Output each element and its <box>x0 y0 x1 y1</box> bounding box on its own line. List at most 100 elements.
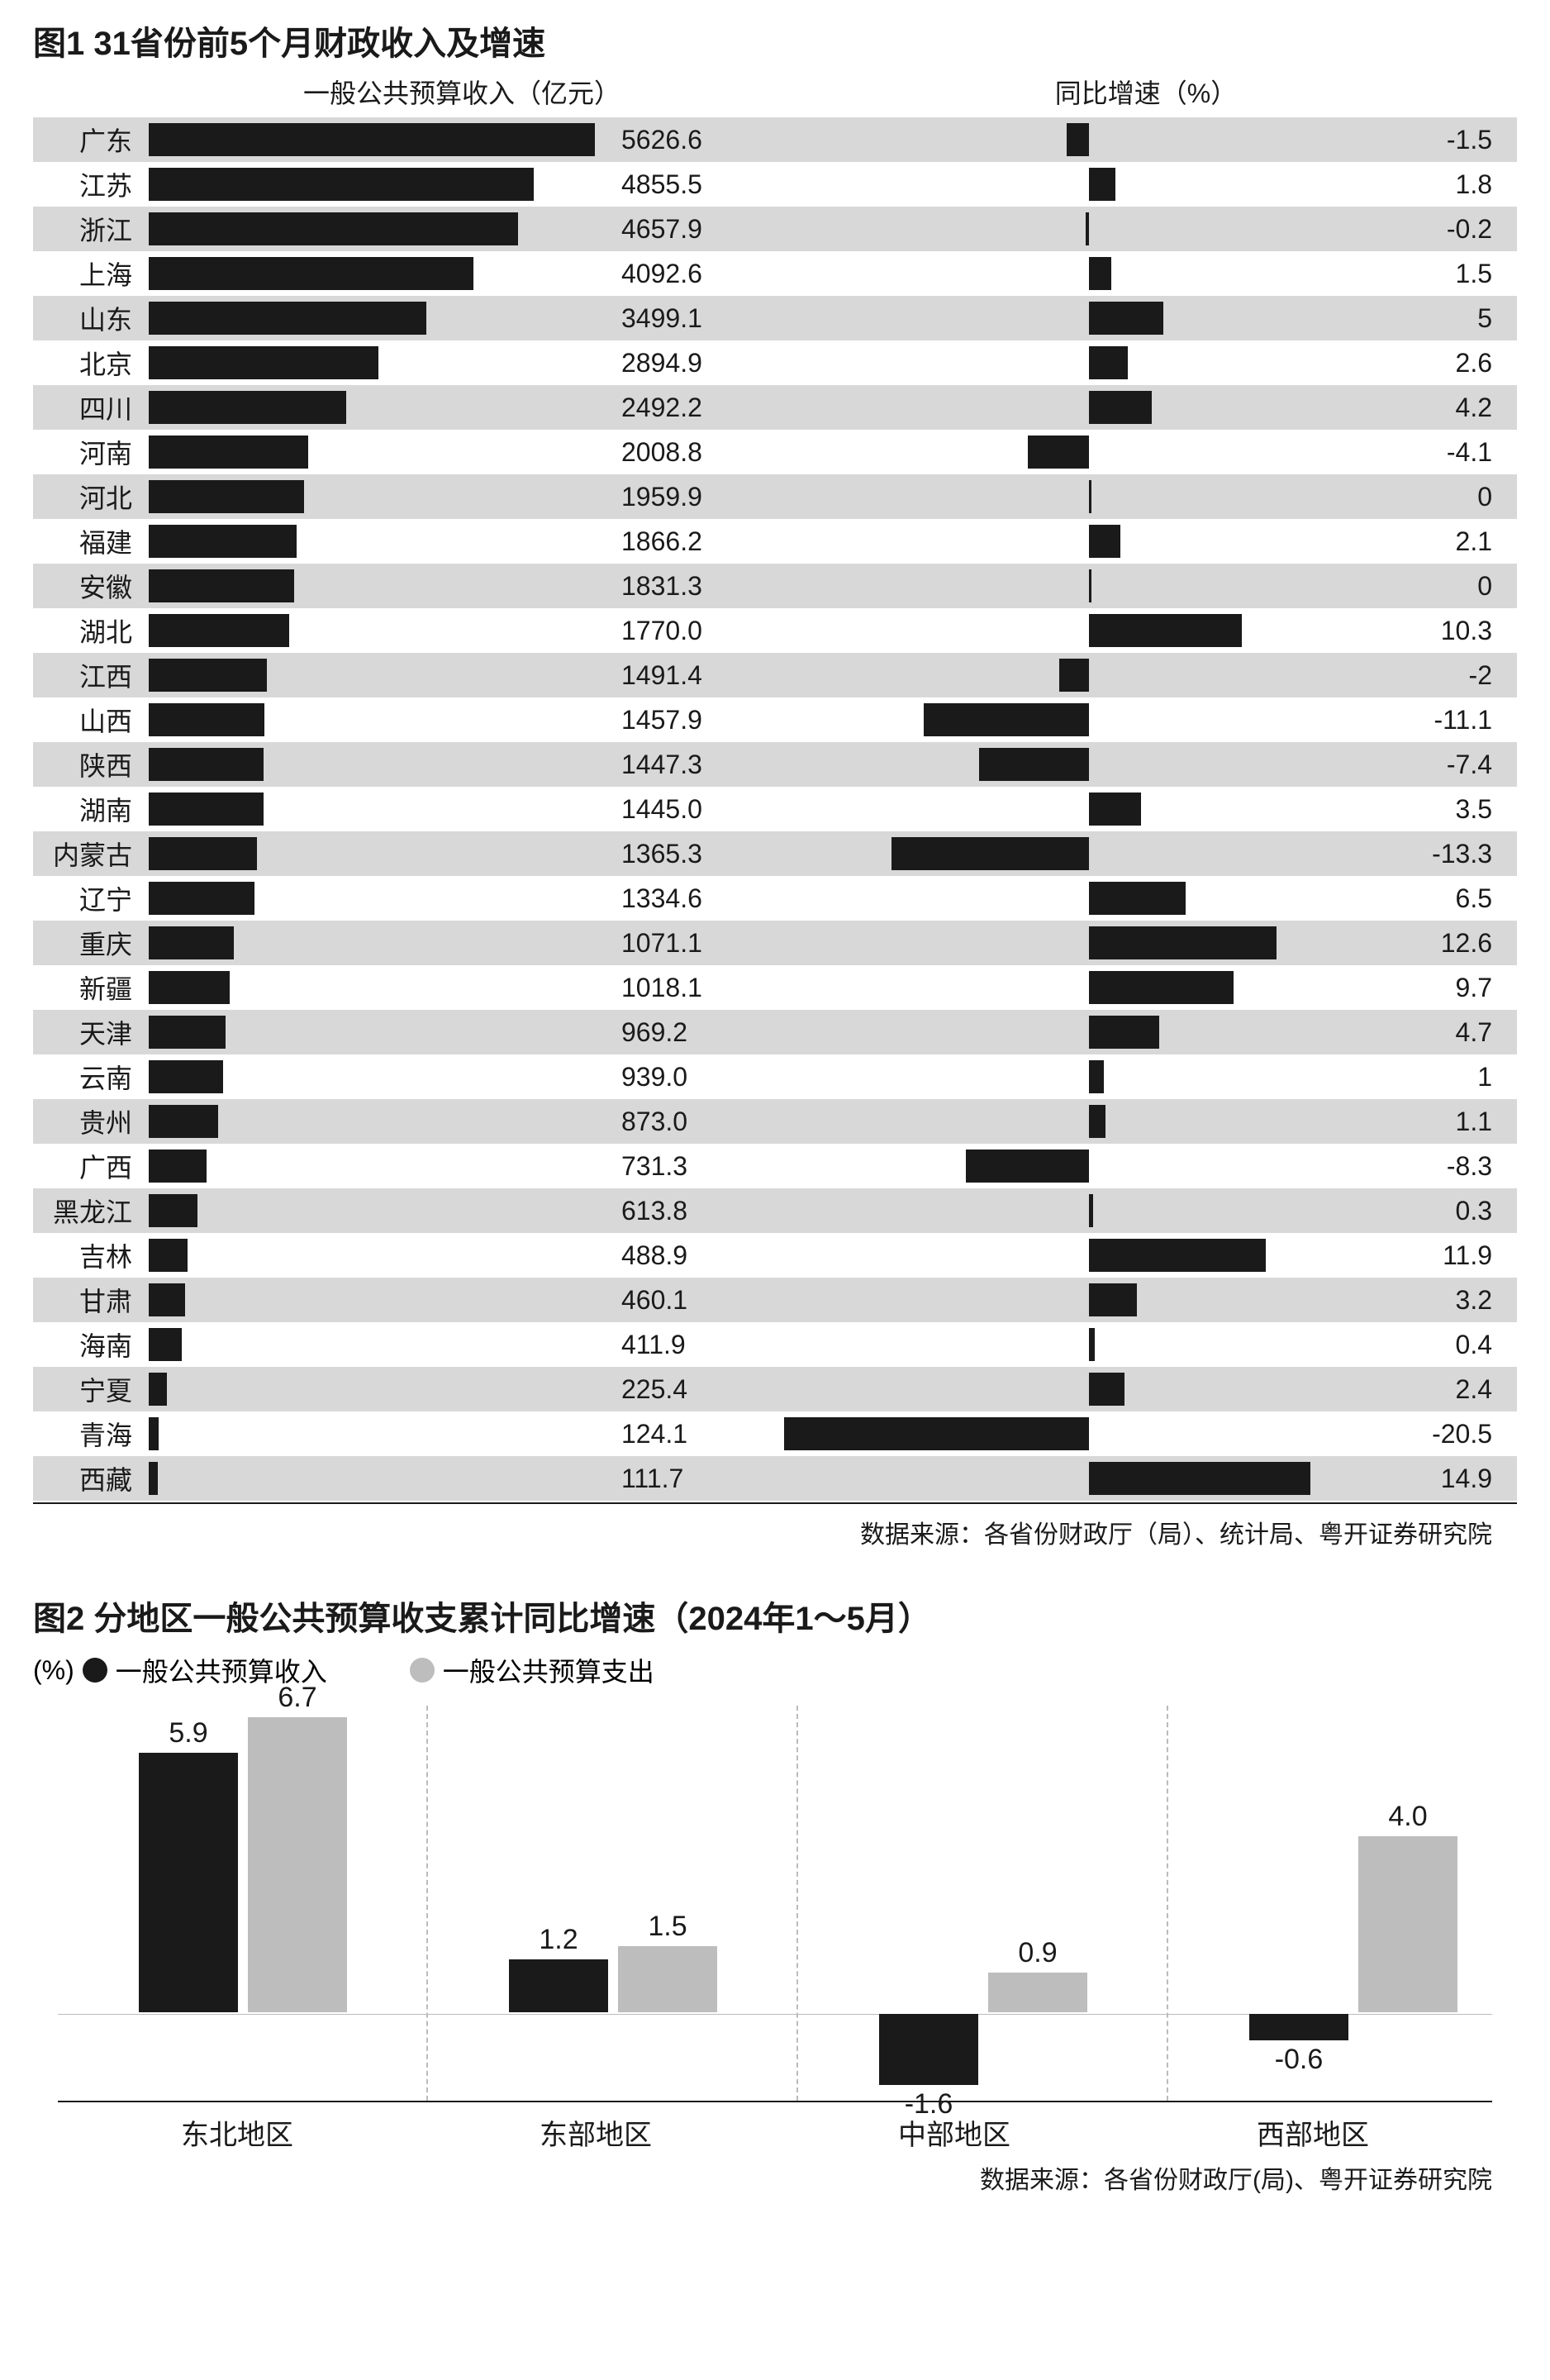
revenue-bar <box>149 1150 207 1183</box>
table-row: 河北1959.90 <box>33 474 1517 519</box>
revenue-bar <box>149 123 595 156</box>
revenue-bar-area <box>149 162 611 207</box>
province-label: 广东 <box>33 121 149 159</box>
table-row: 广西731.3-8.3 <box>33 1144 1517 1188</box>
growth-bar <box>1089 302 1163 335</box>
revenue-value: 4657.9 <box>611 214 775 245</box>
growth-value: 14.9 <box>1353 1464 1517 1494</box>
revenue-bar <box>149 302 426 335</box>
income-value: -0.6 <box>1241 2044 1357 2076</box>
province-label: 新疆 <box>33 969 149 1007</box>
revenue-bar-area <box>149 251 611 296</box>
revenue-bar-area <box>149 1411 611 1456</box>
revenue-bar-area <box>149 519 611 564</box>
revenue-value: 488.9 <box>611 1240 775 1271</box>
growth-bar <box>979 748 1089 781</box>
province-label: 贵州 <box>33 1102 149 1140</box>
revenue-bar <box>149 926 234 959</box>
revenue-bar <box>149 1194 197 1227</box>
revenue-value: 1018.1 <box>611 973 775 1003</box>
growth-value: 0.4 <box>1353 1330 1517 1360</box>
table-row: 四川2492.24.2 <box>33 385 1517 430</box>
revenue-bar-area <box>149 697 611 742</box>
growth-value: 11.9 <box>1353 1240 1517 1271</box>
table-row: 北京2894.92.6 <box>33 340 1517 385</box>
growth-bar-area <box>775 965 1353 1010</box>
chart1-header-revenue: 一般公共预算收入（亿元） <box>33 73 775 111</box>
growth-bar <box>1089 1373 1124 1406</box>
revenue-bar-area <box>149 1456 611 1501</box>
growth-bar-area <box>775 385 1353 430</box>
growth-bar <box>1089 793 1141 826</box>
chart2-xlabels: 东北地区东部地区中部地区西部地区 <box>58 2112 1492 2153</box>
growth-bar <box>1089 525 1120 558</box>
growth-value: 10.3 <box>1353 616 1517 646</box>
growth-bar-area <box>775 1144 1353 1188</box>
revenue-bar-area <box>149 1099 611 1144</box>
growth-bar <box>891 837 1089 870</box>
province-label: 湖南 <box>33 790 149 828</box>
table-row: 甘肃460.13.2 <box>33 1278 1517 1322</box>
legend-dot-expend <box>410 1658 435 1683</box>
growth-value: 1.8 <box>1353 169 1517 200</box>
growth-bar-area <box>775 1278 1353 1322</box>
table-row: 浙江4657.9-0.2 <box>33 207 1517 251</box>
growth-bar-area <box>775 1411 1353 1456</box>
growth-bar-area <box>775 921 1353 965</box>
chart2-title: 图2 分地区一般公共预算收支累计同比增速（2024年1～5月） <box>33 1592 1517 1640</box>
revenue-value: 939.0 <box>611 1062 775 1092</box>
revenue-bar <box>149 793 264 826</box>
growth-bar-area <box>775 564 1353 608</box>
revenue-bar-area <box>149 1188 611 1233</box>
growth-bar-area <box>775 1233 1353 1278</box>
revenue-value: 1447.3 <box>611 750 775 780</box>
growth-value: 0.3 <box>1353 1196 1517 1226</box>
growth-bar <box>784 1417 1089 1450</box>
chart2-xlabel: 西部地区 <box>1134 2112 1492 2153</box>
revenue-bar-area <box>149 965 611 1010</box>
growth-value: 1.5 <box>1353 259 1517 289</box>
table-row: 上海4092.61.5 <box>33 251 1517 296</box>
table-row: 陕西1447.3-7.4 <box>33 742 1517 787</box>
revenue-value: 3499.1 <box>611 303 775 334</box>
growth-bar-area <box>775 787 1353 831</box>
revenue-value: 2008.8 <box>611 437 775 468</box>
growth-bar-area <box>775 1099 1353 1144</box>
revenue-value: 1770.0 <box>611 616 775 646</box>
expend-bar <box>618 1946 717 2012</box>
province-label: 西藏 <box>33 1459 149 1497</box>
income-value: 5.9 <box>131 1717 246 1749</box>
province-label: 福建 <box>33 522 149 560</box>
table-row: 山西1457.9-11.1 <box>33 697 1517 742</box>
table-row: 内蒙古1365.3-13.3 <box>33 831 1517 876</box>
table-row: 安徽1831.30 <box>33 564 1517 608</box>
revenue-value: 1365.3 <box>611 839 775 869</box>
growth-bar-area <box>775 162 1353 207</box>
growth-bar <box>1089 971 1234 1004</box>
growth-bar <box>1089 1328 1095 1361</box>
growth-value: 0 <box>1353 571 1517 602</box>
growth-bar-area <box>775 519 1353 564</box>
legend-dot-income <box>83 1658 107 1683</box>
growth-bar <box>1089 1462 1310 1495</box>
growth-bar-area <box>775 340 1353 385</box>
growth-bar-area <box>775 1456 1353 1501</box>
growth-bar <box>1089 882 1186 915</box>
growth-bar <box>1089 569 1091 602</box>
expend-bar <box>988 1973 1087 2012</box>
province-label: 浙江 <box>33 210 149 248</box>
revenue-value: 873.0 <box>611 1107 775 1137</box>
revenue-bar <box>149 748 264 781</box>
growth-value: 0 <box>1353 482 1517 512</box>
table-row: 辽宁1334.66.5 <box>33 876 1517 921</box>
revenue-bar <box>149 1016 226 1049</box>
revenue-value: 111.7 <box>611 1464 775 1494</box>
revenue-value: 5626.6 <box>611 125 775 155</box>
growth-value: -13.3 <box>1353 839 1517 869</box>
table-row: 福建1866.22.1 <box>33 519 1517 564</box>
province-label: 广西 <box>33 1147 149 1185</box>
revenue-bar-area <box>149 742 611 787</box>
province-label: 天津 <box>33 1013 149 1051</box>
growth-bar-area <box>775 1054 1353 1099</box>
province-label: 陕西 <box>33 745 149 783</box>
